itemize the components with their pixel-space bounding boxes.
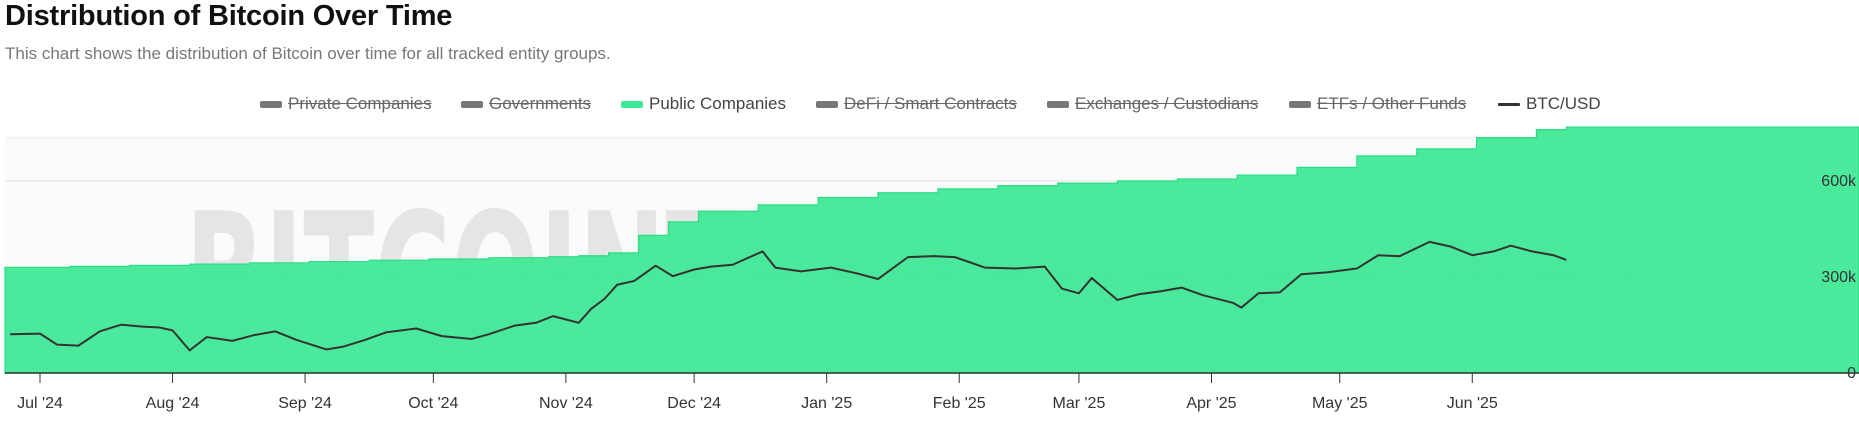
x-tick-label: Mar '25 — [1053, 395, 1106, 412]
chart-legend: Private Companies Governments Public Com… — [0, 92, 1859, 116]
x-tick-label: Jul '24 — [17, 395, 63, 412]
legend-swatch-defi — [816, 100, 838, 108]
legend-item-public-companies[interactable]: Public Companies — [621, 92, 786, 116]
legend-item-private-companies[interactable]: Private Companies — [260, 92, 432, 116]
x-tick-label: Jan '25 — [801, 395, 852, 412]
legend-item-defi[interactable]: DeFi / Smart Contracts — [816, 92, 1017, 116]
x-tick-label: Oct '24 — [408, 395, 458, 412]
legend-label-exchanges: Exchanges / Custodians — [1075, 94, 1259, 113]
y-axis-ticks: 0 300k 600k — [1821, 173, 1857, 382]
legend-swatch-etfs — [1289, 100, 1311, 108]
x-tick-label: Jun '25 — [1447, 395, 1498, 412]
x-tick-label: Aug '24 — [146, 395, 200, 412]
legend-label-private-companies: Private Companies — [288, 94, 432, 113]
x-tick-label: Sep '24 — [278, 395, 332, 412]
x-tick-label: Dec '24 — [667, 395, 721, 412]
legend-label-etfs: ETFs / Other Funds — [1317, 94, 1467, 113]
y-tick-label: 600k — [1821, 173, 1857, 190]
series-line-btc-usd — [10, 240, 1567, 352]
legend-item-btc-usd[interactable]: BTC/USD — [1498, 92, 1601, 116]
page-subtitle: This chart shows the distribution of Bit… — [5, 44, 611, 63]
legend-item-exchanges[interactable]: Exchanges / Custodians — [1047, 92, 1258, 116]
legend-swatch-governments — [461, 100, 483, 108]
legend-label-governments: Governments — [489, 94, 592, 113]
legend-item-etfs[interactable]: ETFs / Other Funds — [1289, 92, 1466, 116]
legend-label-btc-usd: BTC/USD — [1526, 94, 1601, 113]
page-title: Distribution of Bitcoin Over Time — [5, 0, 453, 32]
legend-label-public-companies: Public Companies — [649, 94, 787, 113]
legend-swatch-private-companies — [260, 100, 282, 108]
x-tick-label: May '25 — [1312, 395, 1368, 412]
legend-swatch-btc-usd — [1498, 102, 1520, 106]
legend-swatch-public-companies — [621, 100, 643, 108]
series-area-public-companies — [4, 126, 1859, 374]
y-tick-label: 0 — [1847, 365, 1856, 382]
legend-item-governments[interactable]: Governments — [461, 92, 591, 116]
x-tick-label: Nov '24 — [539, 395, 593, 412]
legend-swatch-exchanges — [1047, 100, 1069, 108]
x-axis-ticks: Jul '24 Aug '24 Sep '24 Oct '24 Nov '24 Dec '… — [17, 373, 1498, 412]
x-tick-label: Apr '25 — [1186, 395, 1236, 412]
legend-label-defi: DeFi / Smart Contracts — [844, 94, 1017, 113]
y-tick-label: 300k — [1821, 269, 1857, 286]
x-tick-label: Feb '25 — [933, 395, 986, 412]
